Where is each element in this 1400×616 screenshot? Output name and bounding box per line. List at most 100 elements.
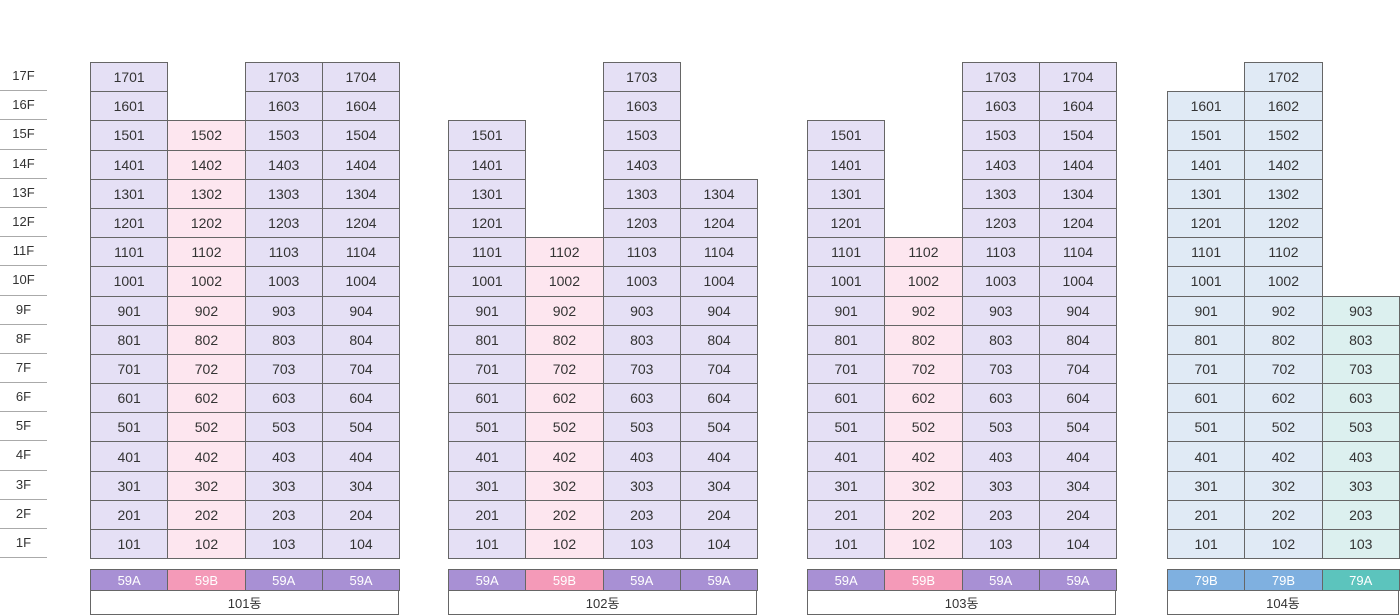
unit-cell[interactable]: 1704 xyxy=(321,62,401,93)
unit-cell[interactable]: 303 xyxy=(602,470,681,501)
unit-cell[interactable]: 1102 xyxy=(1244,237,1323,268)
unit-cell[interactable]: 901 xyxy=(807,295,886,326)
unit-cell[interactable]: 1101 xyxy=(448,237,527,268)
unit-cell[interactable]: 1304 xyxy=(679,178,759,209)
unit-cell[interactable]: 202 xyxy=(525,499,604,530)
unit-cell[interactable]: 1603 xyxy=(602,91,681,122)
unit-cell[interactable]: 1601 xyxy=(90,91,169,122)
unit-cell[interactable]: 1201 xyxy=(448,207,527,239)
unit-cell[interactable]: 304 xyxy=(321,470,401,501)
unit-cell[interactable]: 1501 xyxy=(807,120,886,151)
unit-cell[interactable]: 903 xyxy=(244,295,323,326)
unit-cell[interactable]: 402 xyxy=(1244,441,1323,472)
unit-cell[interactable]: 101 xyxy=(1167,529,1246,560)
unit-cell[interactable]: 1104 xyxy=(321,237,401,268)
unit-cell[interactable]: 302 xyxy=(525,470,604,501)
unit-cell[interactable]: 603 xyxy=(961,383,1040,414)
unit-cell[interactable]: 1001 xyxy=(448,266,527,297)
unit-cell[interactable]: 1102 xyxy=(167,237,246,268)
unit-cell[interactable]: 203 xyxy=(602,499,681,530)
unit-cell[interactable]: 303 xyxy=(244,470,323,501)
unit-cell[interactable]: 802 xyxy=(167,324,246,355)
unit-cell[interactable]: 1703 xyxy=(961,62,1040,93)
unit-cell[interactable]: 1602 xyxy=(1244,91,1323,122)
unit-cell[interactable]: 1504 xyxy=(321,120,401,151)
unit-cell[interactable]: 504 xyxy=(321,412,401,443)
unit-cell[interactable]: 504 xyxy=(1038,412,1118,443)
unit-cell[interactable]: 401 xyxy=(448,441,527,472)
unit-cell[interactable]: 1102 xyxy=(525,237,604,268)
unit-cell[interactable]: 1101 xyxy=(807,237,886,268)
unit-cell[interactable]: 501 xyxy=(90,412,169,443)
unit-cell[interactable]: 1704 xyxy=(1038,62,1118,93)
unit-cell[interactable]: 204 xyxy=(321,499,401,530)
unit-cell[interactable]: 904 xyxy=(679,295,759,326)
unit-cell[interactable]: 1001 xyxy=(90,266,169,297)
unit-cell[interactable]: 301 xyxy=(448,470,527,501)
unit-cell[interactable]: 802 xyxy=(884,324,963,355)
unit-cell[interactable]: 1603 xyxy=(244,91,323,122)
unit-cell[interactable]: 101 xyxy=(90,529,169,560)
unit-cell[interactable]: 101 xyxy=(807,529,886,560)
unit-cell[interactable]: 302 xyxy=(167,470,246,501)
unit-cell[interactable]: 901 xyxy=(448,295,527,326)
unit-cell[interactable]: 103 xyxy=(244,529,323,560)
unit-cell[interactable]: 1102 xyxy=(884,237,963,268)
unit-cell[interactable]: 104 xyxy=(1038,529,1118,560)
unit-cell[interactable]: 1502 xyxy=(1244,120,1323,151)
unit-cell[interactable]: 601 xyxy=(448,383,527,414)
unit-cell[interactable]: 1303 xyxy=(602,178,681,209)
unit-cell[interactable]: 1001 xyxy=(1167,266,1246,297)
unit-cell[interactable]: 1404 xyxy=(1038,149,1118,180)
unit-cell[interactable]: 203 xyxy=(244,499,323,530)
unit-cell[interactable]: 702 xyxy=(525,353,604,385)
unit-cell[interactable]: 902 xyxy=(525,295,604,326)
unit-cell[interactable]: 803 xyxy=(961,324,1040,355)
unit-cell[interactable]: 1403 xyxy=(961,149,1040,180)
unit-cell[interactable]: 802 xyxy=(1244,324,1323,355)
unit-cell[interactable]: 1703 xyxy=(244,62,323,93)
unit-cell[interactable]: 901 xyxy=(1167,295,1246,326)
unit-cell[interactable]: 1401 xyxy=(448,149,527,180)
unit-cell[interactable]: 104 xyxy=(679,529,759,560)
unit-cell[interactable]: 301 xyxy=(807,470,886,501)
unit-cell[interactable]: 602 xyxy=(525,383,604,414)
unit-cell[interactable]: 702 xyxy=(1244,353,1323,385)
unit-cell[interactable]: 601 xyxy=(807,383,886,414)
unit-cell[interactable]: 1202 xyxy=(1244,207,1323,239)
unit-cell[interactable]: 1103 xyxy=(244,237,323,268)
unit-cell[interactable]: 302 xyxy=(1244,470,1323,501)
unit-cell[interactable]: 1002 xyxy=(884,266,963,297)
unit-cell[interactable]: 1303 xyxy=(961,178,1040,209)
unit-cell[interactable]: 804 xyxy=(321,324,401,355)
unit-cell[interactable]: 801 xyxy=(1167,324,1246,355)
unit-cell[interactable]: 1204 xyxy=(1038,207,1118,239)
unit-cell[interactable]: 1404 xyxy=(321,149,401,180)
unit-cell[interactable]: 1403 xyxy=(244,149,323,180)
unit-cell[interactable]: 203 xyxy=(961,499,1040,530)
unit-cell[interactable]: 1604 xyxy=(321,91,401,122)
unit-cell[interactable]: 901 xyxy=(90,295,169,326)
unit-cell[interactable]: 304 xyxy=(1038,470,1118,501)
unit-cell[interactable]: 701 xyxy=(807,353,886,385)
unit-cell[interactable]: 402 xyxy=(167,441,246,472)
unit-cell[interactable]: 801 xyxy=(90,324,169,355)
unit-cell[interactable]: 1402 xyxy=(1244,149,1323,180)
unit-cell[interactable]: 702 xyxy=(167,353,246,385)
unit-cell[interactable]: 1501 xyxy=(90,120,169,151)
unit-cell[interactable]: 703 xyxy=(244,353,323,385)
unit-cell[interactable]: 1104 xyxy=(679,237,759,268)
unit-cell[interactable]: 1703 xyxy=(602,62,681,93)
unit-cell[interactable]: 701 xyxy=(448,353,527,385)
unit-cell[interactable]: 1603 xyxy=(961,91,1040,122)
unit-cell[interactable]: 803 xyxy=(244,324,323,355)
unit-cell[interactable]: 203 xyxy=(1321,499,1400,530)
unit-cell[interactable]: 204 xyxy=(679,499,759,530)
unit-cell[interactable]: 202 xyxy=(167,499,246,530)
unit-cell[interactable]: 103 xyxy=(1321,529,1400,560)
unit-cell[interactable]: 703 xyxy=(1321,353,1400,385)
unit-cell[interactable]: 1303 xyxy=(244,178,323,209)
unit-cell[interactable]: 1003 xyxy=(244,266,323,297)
unit-cell[interactable]: 704 xyxy=(321,353,401,385)
unit-cell[interactable]: 604 xyxy=(1038,383,1118,414)
